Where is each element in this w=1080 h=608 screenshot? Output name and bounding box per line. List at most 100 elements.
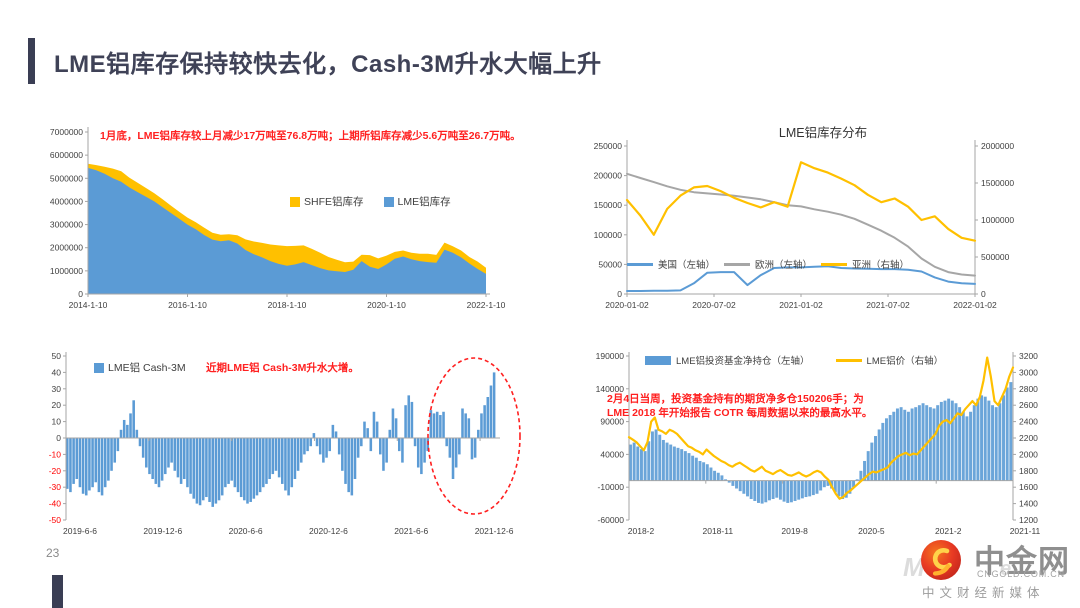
legend-label-lme: LME铝库存 xyxy=(397,196,451,208)
legend-distribution: 美国（左轴） 欧洲（左轴） 亚洲（右轴） xyxy=(627,257,909,271)
asia-line-swatch-icon xyxy=(821,262,848,266)
brand-tagline: 中文财经新媒体 xyxy=(922,586,1045,600)
net-position-swatch-icon xyxy=(645,355,671,365)
legend-fund: LME铝投资基金净持仓（左轴） LME铝价（右轴） xyxy=(645,353,943,367)
svg-text:2021-12-6: 2021-12-6 xyxy=(475,526,514,536)
legend-label-price: LME铝价（右轴） xyxy=(866,356,944,367)
legend-label-europe: 欧洲（左轴） xyxy=(755,260,813,271)
svg-text:2022-01-02: 2022-01-02 xyxy=(953,300,997,310)
svg-text:2019-6-6: 2019-6-6 xyxy=(63,526,97,536)
svg-text:0: 0 xyxy=(78,289,83,299)
svg-text:20: 20 xyxy=(52,400,62,410)
svg-text:2000000: 2000000 xyxy=(50,243,83,253)
brand-domain: CNGOLD.COM.CN xyxy=(977,569,1065,579)
fund-net-position-plot: 190000 140000 90000 40000 -10000 -60000 3200 30… xyxy=(596,351,1041,536)
svg-text:-10000: -10000 xyxy=(598,482,625,492)
svg-text:2000000: 2000000 xyxy=(981,141,1014,151)
svg-text:2022-1-10: 2022-1-10 xyxy=(467,300,506,310)
svg-text:2019-12-6: 2019-12-6 xyxy=(143,526,182,536)
svg-text:2200: 2200 xyxy=(1019,433,1038,443)
svg-text:140000: 140000 xyxy=(596,384,625,394)
svg-text:2800: 2800 xyxy=(1019,384,1038,394)
page-title: LME铝库存保持较快去化，Cash-3M升水大幅上升 xyxy=(54,51,602,78)
svg-text:2000: 2000 xyxy=(1019,449,1038,459)
title-accent-bar xyxy=(28,38,35,84)
legend-label-cash3m: LME铝 Cash-3M xyxy=(108,362,186,374)
legend-item-europe: 欧洲（左轴） xyxy=(724,257,812,271)
svg-text:1200: 1200 xyxy=(1019,515,1038,525)
legend-item-cash3m: LME铝 Cash-3M xyxy=(94,360,186,375)
legend-item-lme: LME铝库存 xyxy=(383,194,451,209)
svg-text:40: 40 xyxy=(52,367,62,377)
legend-cash-3m: LME铝 Cash-3M xyxy=(94,360,186,375)
svg-text:2600: 2600 xyxy=(1019,400,1038,410)
svg-text:2021-6-6: 2021-6-6 xyxy=(394,526,428,536)
watermark-ghost-letter-right: e xyxy=(1000,558,1012,580)
annotation-fund-position: 2月4日当周，投资基金持有的期货净多仓150206手；为LME 2018 年开始… xyxy=(607,393,873,420)
svg-text:0: 0 xyxy=(617,289,622,299)
svg-text:1000000: 1000000 xyxy=(50,266,83,276)
svg-text:3200: 3200 xyxy=(1019,351,1038,361)
legend-label-asia: 亚洲（右轴） xyxy=(852,260,910,271)
chart-lme-inventory-distribution: LME铝库存分布 250000 200000 150000 100000 50000 0 2… xyxy=(583,118,1063,318)
svg-text:2020-6-6: 2020-6-6 xyxy=(229,526,263,536)
svg-text:2018-11: 2018-11 xyxy=(703,526,734,536)
svg-text:2016-1-10: 2016-1-10 xyxy=(168,300,207,310)
svg-text:2019-8: 2019-8 xyxy=(781,526,808,536)
lme-swatch-icon xyxy=(383,196,394,207)
chart-fund-net-position: 190000 140000 90000 40000 -10000 -60000 3200 30… xyxy=(583,348,1063,538)
svg-text:3000: 3000 xyxy=(1019,367,1038,377)
svg-text:190000: 190000 xyxy=(596,351,625,361)
svg-text:1500000: 1500000 xyxy=(981,178,1014,188)
svg-text:500000: 500000 xyxy=(981,252,1010,262)
svg-text:50000: 50000 xyxy=(598,259,622,269)
svg-text:3000000: 3000000 xyxy=(50,220,83,230)
annotation-inventory-change: 1月底，LME铝库存较上月减少17万吨至76.8万吨；上期所铝库存减少5.6万吨… xyxy=(100,130,521,142)
brand-name: 中金网 xyxy=(974,544,1070,579)
svg-text:2020-5: 2020-5 xyxy=(858,526,885,536)
legend-item-price: LME铝价（右轴） xyxy=(835,353,944,367)
svg-text:-50: -50 xyxy=(49,515,62,525)
svg-text:1000000: 1000000 xyxy=(981,215,1014,225)
svg-text:0: 0 xyxy=(981,289,986,299)
svg-text:250000: 250000 xyxy=(594,141,623,151)
svg-text:100000: 100000 xyxy=(594,230,623,240)
corner-accent-bar xyxy=(52,575,63,608)
price-line-swatch-icon xyxy=(835,358,862,362)
shfe-lme-inventory-plot: 7000000 6000000 5000000 4000000 3000000 20000… xyxy=(50,127,506,310)
svg-text:2021-2: 2021-2 xyxy=(935,526,962,536)
legend-label-us: 美国（左轴） xyxy=(658,260,716,271)
svg-text:1600: 1600 xyxy=(1019,482,1038,492)
svg-text:1800: 1800 xyxy=(1019,466,1038,476)
svg-text:2021-07-02: 2021-07-02 xyxy=(866,300,910,310)
legend-item-us: 美国（左轴） xyxy=(627,257,715,271)
svg-text:7000000: 7000000 xyxy=(50,127,83,137)
svg-text:90000: 90000 xyxy=(600,417,624,427)
svg-text:2400: 2400 xyxy=(1019,417,1038,427)
legend-label-net-position: LME铝投资基金净持仓（左轴） xyxy=(676,356,810,367)
svg-text:10: 10 xyxy=(52,417,62,427)
svg-text:150000: 150000 xyxy=(594,200,623,210)
us-line-swatch-icon xyxy=(627,262,653,266)
svg-text:30: 30 xyxy=(52,384,62,394)
svg-text:-30: -30 xyxy=(49,482,62,492)
chart-lme-cash-3m: 50 40 30 20 10 0 -10 -20 -30 -40 -50 2019-6-6 2019-1… xyxy=(38,348,543,538)
svg-text:2018-2: 2018-2 xyxy=(628,526,655,536)
svg-text:50: 50 xyxy=(52,351,62,361)
legend-inventory: SHFE铝库存 LME铝库存 xyxy=(290,194,451,209)
svg-text:6000000: 6000000 xyxy=(50,150,83,160)
legend-label-shfe: SHFE铝库存 xyxy=(304,196,364,208)
legend-item-shfe: SHFE铝库存 xyxy=(290,194,364,209)
svg-text:2020-1-10: 2020-1-10 xyxy=(367,300,406,310)
page-number: 23 xyxy=(46,546,60,560)
svg-text:2021-11: 2021-11 xyxy=(1010,526,1041,536)
svg-text:2020-07-02: 2020-07-02 xyxy=(692,300,736,310)
svg-text:2020-01-02: 2020-01-02 xyxy=(605,300,649,310)
annotation-cash-3m: 近期LME铝 Cash-3M升水大增。 xyxy=(206,362,359,374)
watermark-ghost-letter-left: M xyxy=(903,552,925,582)
legend-item-net-position: LME铝投资基金净持仓（左轴） xyxy=(645,353,810,367)
svg-text:2020-12-6: 2020-12-6 xyxy=(309,526,348,536)
legend-item-asia: 亚洲（右轴） xyxy=(821,257,909,271)
